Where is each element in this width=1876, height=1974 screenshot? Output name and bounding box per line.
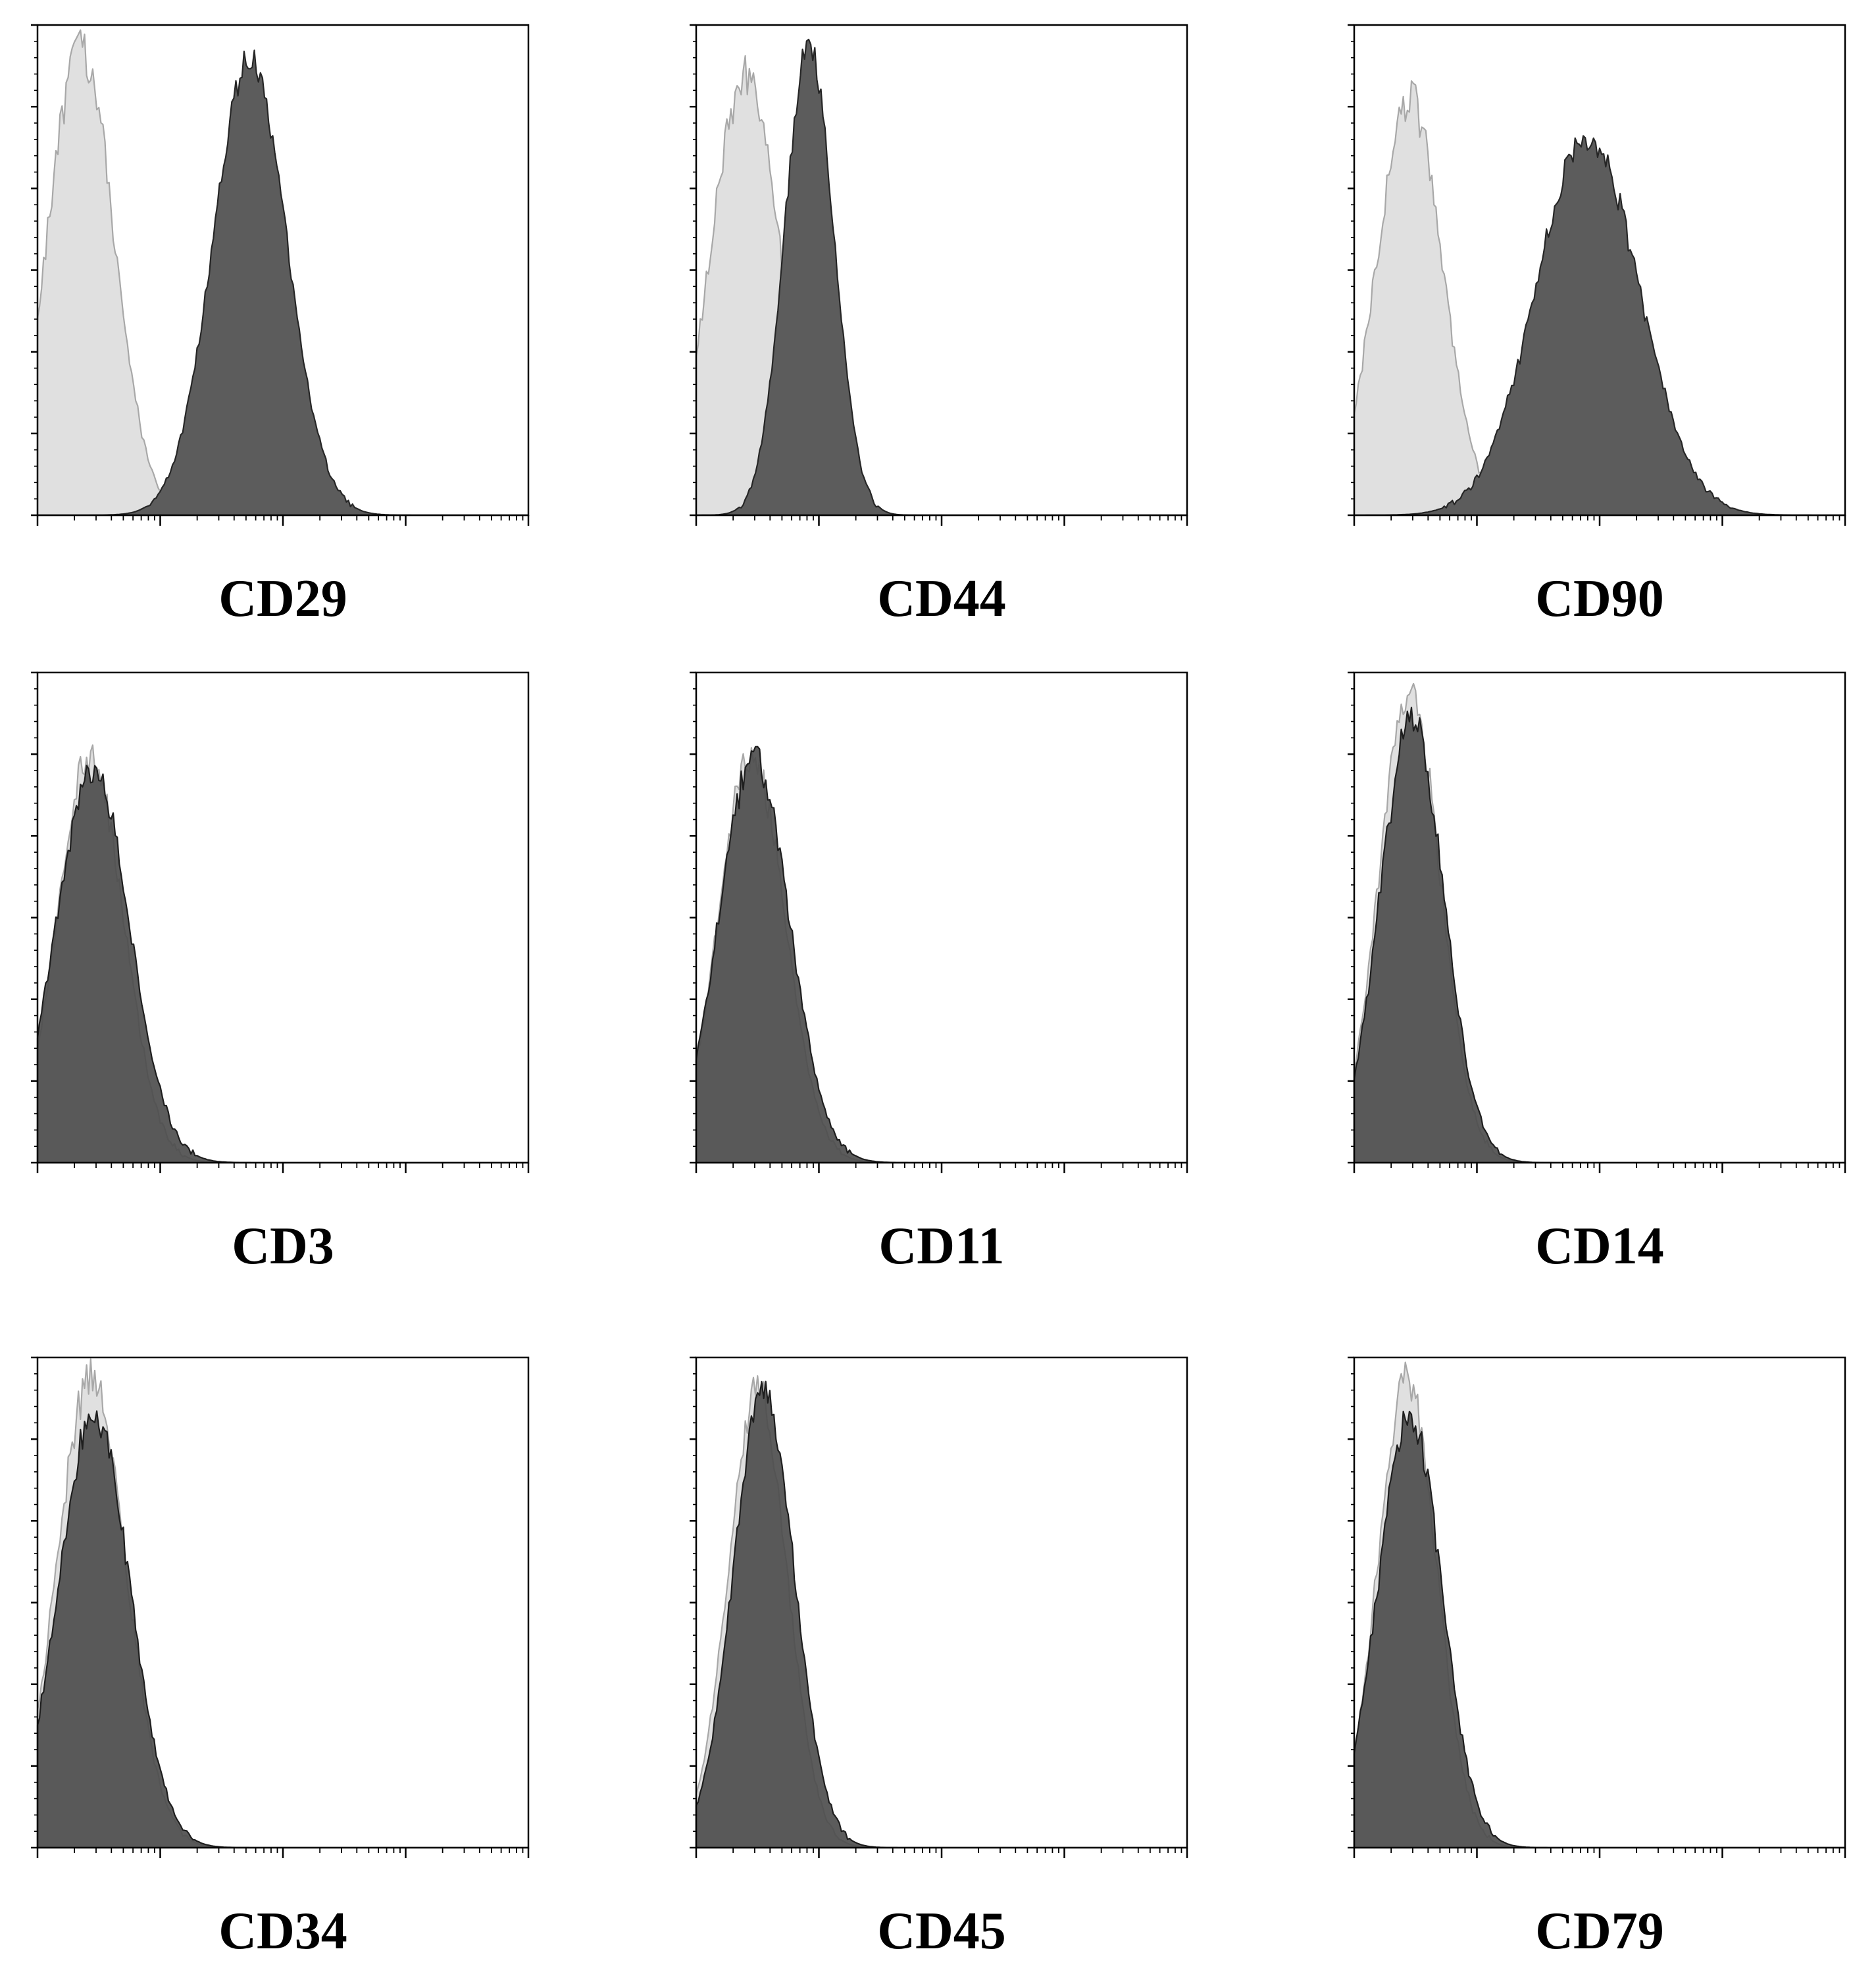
marker-histogram xyxy=(695,746,1188,1164)
histogram-plot xyxy=(31,671,530,1173)
marker-label: CD45 xyxy=(877,1902,1006,1960)
marker-label: CD3 xyxy=(232,1217,334,1275)
histogram-panel-cd14: CD14 xyxy=(1348,671,1846,1286)
histogram-panel-cd3: CD3 xyxy=(31,671,530,1286)
histogram-panel-cd11: CD11 xyxy=(690,671,1188,1286)
histogram-panel-cd44: CD44 xyxy=(690,24,1188,638)
marker-label: CD44 xyxy=(877,570,1006,628)
histogram-plot xyxy=(31,24,530,526)
histogram-panel-cd90: CD90 xyxy=(1348,24,1846,638)
marker-histogram xyxy=(695,1380,1188,1849)
histogram-panel-cd34: CD34 xyxy=(31,1356,530,1971)
histogram-plot xyxy=(1348,1356,1846,1858)
marker-label: CD11 xyxy=(878,1217,1005,1275)
marker-label: CD79 xyxy=(1535,1902,1664,1960)
histogram-plot xyxy=(690,24,1188,526)
marker-label: CD90 xyxy=(1535,570,1664,628)
histogram-panel-cd45: CD45 xyxy=(690,1356,1188,1971)
marker-label: CD29 xyxy=(218,570,347,628)
histogram-panel-cd79: CD79 xyxy=(1348,1356,1846,1971)
histogram-plot xyxy=(31,1356,530,1858)
histogram-plot xyxy=(1348,24,1846,526)
histogram-plot xyxy=(690,1356,1188,1858)
marker-histogram xyxy=(1353,707,1846,1164)
histogram-plot xyxy=(690,671,1188,1173)
marker-histogram xyxy=(36,1410,530,1849)
histogram-plot xyxy=(1348,671,1846,1173)
marker-histogram xyxy=(1353,1410,1846,1849)
marker-histogram xyxy=(36,765,530,1164)
marker-histogram xyxy=(1353,135,1846,517)
marker-label: CD14 xyxy=(1535,1217,1664,1275)
histogram-panel-cd29: CD29 xyxy=(31,24,530,638)
marker-label: CD34 xyxy=(218,1902,347,1960)
